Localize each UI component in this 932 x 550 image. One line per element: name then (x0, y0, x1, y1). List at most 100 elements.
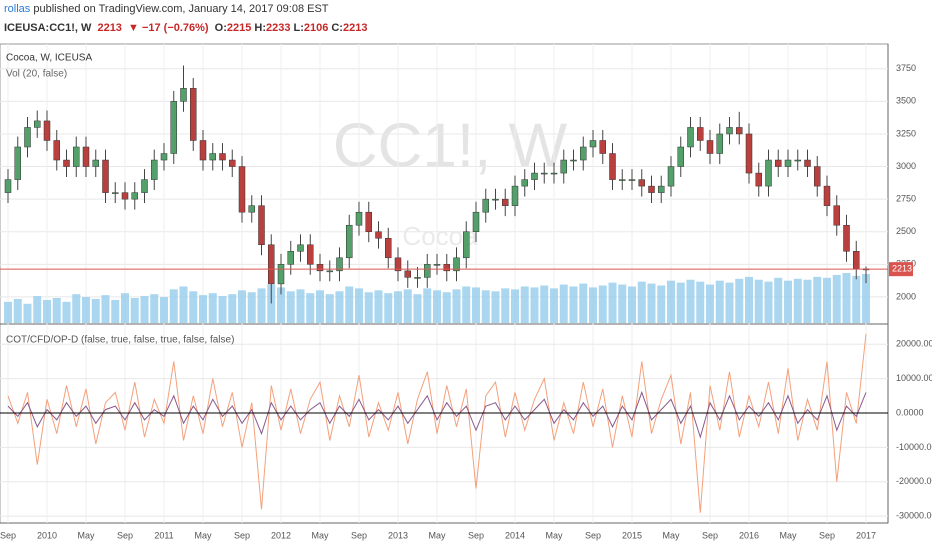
volume-bar (433, 290, 441, 323)
candle-body (472, 211, 480, 232)
volume-bar (238, 290, 246, 323)
volume-bar (462, 286, 471, 323)
candle-body (804, 159, 811, 167)
volume-bar (686, 279, 695, 323)
volume-bar (257, 288, 266, 323)
volume-bar (91, 298, 100, 323)
quote-value: 2233 (266, 22, 291, 34)
candle-body (775, 159, 782, 167)
candle-body (43, 120, 51, 141)
volume-bar (559, 284, 568, 323)
candle-body (34, 120, 41, 128)
candle-body (14, 146, 21, 180)
quote-value: 2215 (226, 22, 252, 34)
volume-bar (589, 287, 597, 323)
candle-body (326, 270, 333, 273)
candle-body (609, 153, 616, 180)
candle-body (160, 153, 168, 161)
y-tick-label: 3500 (896, 96, 916, 106)
volume-bar (706, 284, 714, 323)
candle-body (755, 172, 762, 187)
volume-bar (267, 284, 276, 323)
candle-body (580, 146, 587, 161)
volume-bar (316, 290, 324, 323)
candle-body (443, 264, 450, 272)
quote-line: ICEUSA:CC1!, W 2213 ▼ −17 (−0.76%) O:221… (4, 22, 370, 34)
candle-body (765, 159, 772, 187)
candle-body (492, 198, 499, 201)
candle-body (112, 192, 119, 194)
volume-bar (472, 287, 480, 323)
candle-body (375, 231, 382, 239)
candle-body (53, 140, 60, 161)
x-tick-label: 2013 (388, 530, 408, 540)
volume-bar (423, 288, 432, 323)
volume-bar (520, 286, 529, 323)
candle-body (92, 159, 99, 167)
candle-body (268, 244, 275, 285)
volume-bar (335, 291, 344, 323)
user-link[interactable]: rollas (4, 3, 31, 15)
y-tick-label: 3250 (896, 128, 916, 138)
x-tick-label: Sep (585, 530, 601, 540)
volume-bar (296, 289, 305, 323)
volume-bar (754, 279, 763, 323)
volume-bar (823, 277, 831, 323)
x-tick-label: May (311, 530, 329, 540)
candle-body (511, 185, 519, 206)
candle-body (73, 146, 80, 167)
candle-body (4, 179, 12, 193)
volume-bar (774, 277, 783, 323)
x-tick-label: 2015 (622, 530, 642, 540)
pane-title: COT/CFD/OP-D (false, true, false, true, … (6, 335, 234, 346)
candle-body (151, 159, 158, 180)
pane-subtitle: Vol (20, false) (6, 69, 67, 80)
y-tick-label: 2000 (896, 291, 916, 301)
candle-body (424, 264, 431, 278)
candle-body (336, 257, 343, 272)
candle-body (180, 88, 187, 102)
volume-bar (169, 289, 178, 323)
candle-body (658, 185, 665, 193)
quote-value: 2106 (303, 22, 329, 34)
candle-body (346, 224, 353, 259)
y-tick-label: 3750 (896, 63, 916, 73)
symbol: ICEUSA:CC1!, W (4, 22, 92, 34)
candle-body (238, 166, 246, 213)
volume-bar (52, 298, 61, 323)
x-tick-label: 2010 (37, 530, 57, 540)
x-tick-label: May (194, 530, 212, 540)
candle-body (833, 205, 840, 226)
volume-bar (491, 291, 500, 323)
volume-bar (160, 297, 168, 323)
volume-bar (628, 286, 636, 323)
candle-body (209, 153, 216, 161)
candle-body (697, 127, 704, 141)
x-tick-label: Sep (351, 530, 367, 540)
x-tick-label: Sep (0, 530, 16, 540)
volume-bar (579, 283, 588, 323)
volume-bar (540, 285, 549, 323)
x-tick-label: 2012 (271, 530, 291, 540)
volume-bar (72, 294, 81, 323)
pane-title: Cocoa, W, ICEUSA (6, 53, 92, 64)
volume-bar (715, 280, 724, 323)
last-price-tag (889, 262, 913, 277)
candle-body (814, 166, 821, 187)
volume-bar (13, 298, 22, 323)
candle-body (385, 238, 392, 259)
volume-bar (43, 299, 51, 323)
volume-bar (121, 293, 129, 323)
candle-body (726, 127, 733, 135)
watermark: CC1!, W (333, 111, 568, 180)
candle-body (667, 166, 675, 187)
volume-bar (4, 301, 12, 323)
candle-body (745, 133, 753, 174)
x-tick-label: 2017 (856, 530, 876, 540)
volume-bar (62, 301, 71, 323)
volume-bar (384, 293, 393, 323)
candle-body (141, 179, 148, 193)
candle-body (736, 127, 743, 135)
candle-body (823, 185, 831, 206)
x-tick-label: Sep (819, 530, 835, 540)
